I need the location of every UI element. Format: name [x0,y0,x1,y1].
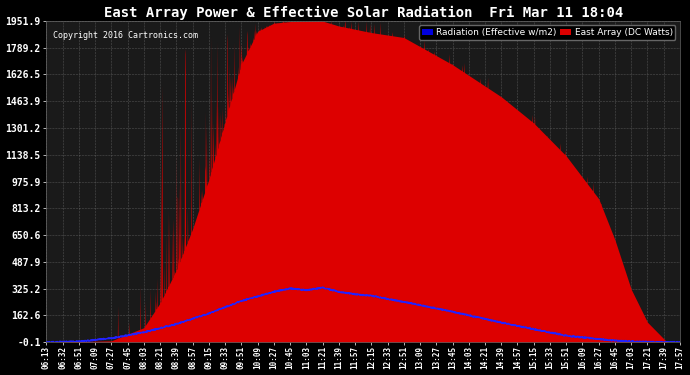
Title: East Array Power & Effective Solar Radiation  Fri Mar 11 18:04: East Array Power & Effective Solar Radia… [104,6,623,20]
Legend: Radiation (Effective w/m2), East Array (DC Watts): Radiation (Effective w/m2), East Array (… [419,26,676,40]
Text: Copyright 2016 Cartronics.com: Copyright 2016 Cartronics.com [52,30,198,39]
